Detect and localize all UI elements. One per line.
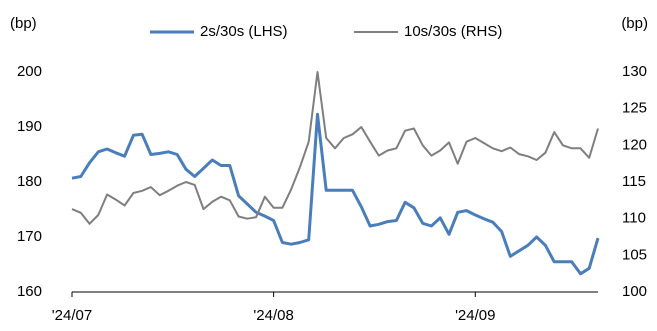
y-tick-label: 190 <box>17 118 42 135</box>
y2-tick-label: 115 <box>622 173 646 190</box>
series-line <box>71 71 599 225</box>
legend-label: 2s/30s (LHS) <box>200 23 288 40</box>
y2-tick-label: 125 <box>622 100 647 117</box>
y-tick-label: 200 <box>17 63 42 80</box>
y2-tick-label: 120 <box>622 136 647 153</box>
y2-tick-label: 100 <box>622 283 647 300</box>
y-tick-label: 180 <box>17 173 42 190</box>
y2-tick-label: 130 <box>622 63 647 80</box>
legend-label: 10s/30s (RHS) <box>404 23 502 40</box>
y-tick-label: 160 <box>17 283 42 300</box>
x-tick-label: '24/07 <box>52 307 92 324</box>
y-tick-label: 170 <box>17 228 42 245</box>
y2-tick-label: 110 <box>622 210 646 227</box>
x-tick-label: '24/08 <box>253 307 293 324</box>
y-axis-unit: (bp) <box>10 15 37 32</box>
x-tick-label: '24/09 <box>455 307 495 324</box>
y2-tick-label: 105 <box>622 246 647 263</box>
series-line <box>71 112 600 276</box>
y2-axis-unit: (bp) <box>621 15 648 32</box>
